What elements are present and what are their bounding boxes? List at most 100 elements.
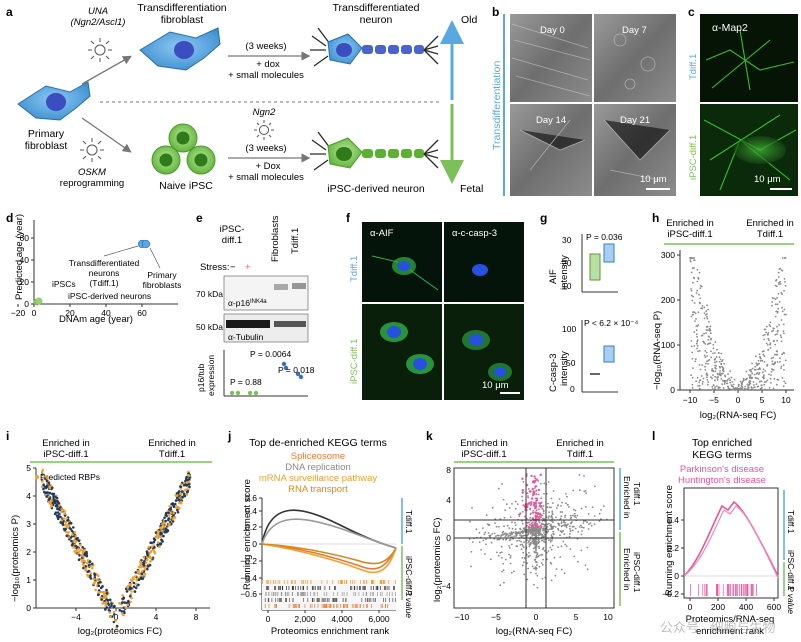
i-point — [176, 508, 179, 512]
k-point — [503, 516, 506, 519]
k-point-highlight — [538, 515, 541, 518]
i-point — [122, 597, 125, 600]
h-point — [698, 385, 701, 387]
h-point — [697, 276, 699, 279]
k-point — [584, 490, 587, 492]
i-point — [105, 606, 109, 609]
k-point — [508, 545, 510, 547]
i-point-rbp — [171, 517, 175, 521]
j-term-2: DNA replication — [285, 462, 350, 473]
k-point — [572, 514, 574, 517]
k-point — [559, 511, 562, 513]
k-point — [535, 554, 538, 557]
virus-icon-oskm — [80, 138, 104, 162]
i-point-rbp — [153, 550, 156, 554]
k-point — [577, 560, 579, 563]
h-point — [706, 383, 709, 386]
k-point — [504, 509, 507, 512]
h-point — [745, 388, 747, 391]
k-point — [509, 538, 512, 541]
h-point — [777, 307, 780, 310]
panel-label-h: h — [652, 211, 659, 225]
k-point-highlight — [521, 491, 524, 494]
k-point — [548, 511, 550, 514]
k-point — [559, 517, 562, 520]
k-point-highlight — [528, 490, 532, 493]
k-point — [521, 544, 524, 547]
l-xlabel-2: enrichment rank — [696, 626, 764, 637]
trans-fibroblast-nucleus — [174, 41, 194, 59]
i-point — [110, 604, 113, 607]
i-ylabel: −log₁₀(proteomics P) — [10, 515, 21, 602]
k-point-highlight — [534, 514, 537, 516]
i-point-rbp — [120, 612, 124, 615]
h-point — [706, 316, 708, 318]
panel-a: a Primary fibroblast UNA (Ngn2/Ascl1) Tr… — [6, 2, 483, 195]
h-point — [771, 304, 773, 307]
panel-label-l: l — [652, 429, 655, 443]
i-point — [139, 576, 143, 579]
k-point — [562, 540, 565, 543]
panel-label-d: d — [6, 211, 13, 225]
h-point — [763, 377, 765, 380]
p16-label: α-p16INK4a — [228, 298, 267, 308]
h-point — [714, 386, 716, 388]
k-point — [552, 490, 555, 492]
i-point-rbp — [184, 488, 188, 492]
h-point — [742, 377, 745, 380]
i-point — [97, 584, 101, 587]
h-point — [783, 278, 786, 280]
i-point — [171, 503, 175, 507]
k-point — [560, 505, 562, 507]
k-point — [550, 506, 552, 509]
i-point — [45, 495, 48, 498]
g-p2: P < 6.2 × 10⁻⁴ — [584, 318, 639, 328]
i-point-rbp — [80, 560, 84, 563]
k-point — [543, 492, 545, 495]
h-point — [693, 257, 695, 259]
k-point — [527, 556, 530, 558]
k-point — [552, 533, 555, 536]
k-point — [531, 538, 534, 541]
h-point — [777, 271, 780, 274]
i-point-rbp — [139, 560, 142, 564]
h-point — [693, 345, 696, 347]
map2-title: α-Map2 — [712, 22, 748, 34]
i-point — [81, 546, 84, 549]
h-point — [778, 301, 781, 303]
h-xtick-label: −5 — [709, 395, 719, 405]
k-point — [515, 532, 517, 534]
i-point — [66, 518, 70, 522]
i-point-rbp — [140, 570, 144, 573]
k-point — [551, 520, 553, 523]
k-point — [568, 535, 571, 538]
h-point — [726, 378, 729, 381]
k-point — [497, 534, 500, 537]
h-point — [690, 345, 693, 348]
k-point — [559, 534, 561, 537]
k-point — [509, 534, 512, 537]
i-point-rbp — [139, 566, 142, 569]
h-point — [762, 376, 765, 378]
h-point — [706, 355, 708, 357]
h-point — [708, 342, 710, 345]
k-point — [516, 503, 519, 505]
h-left-2: iPSC-diff.1 — [667, 229, 712, 240]
day0-label: Day 0 — [540, 25, 565, 36]
k-point — [509, 555, 512, 557]
k-point — [502, 498, 505, 501]
i-point — [120, 610, 124, 613]
k-point — [521, 543, 524, 546]
h-point — [706, 329, 709, 331]
k-point — [572, 489, 575, 492]
d-ytick-label: 0 — [24, 299, 29, 309]
h-point — [695, 333, 698, 336]
k-point-highlight — [530, 474, 533, 478]
i-point-rbp — [130, 596, 133, 600]
h-point — [701, 334, 704, 337]
k-point — [594, 485, 596, 488]
h-point — [706, 313, 708, 315]
k-point — [506, 533, 509, 536]
h-point — [730, 376, 733, 379]
h-point — [690, 257, 692, 259]
